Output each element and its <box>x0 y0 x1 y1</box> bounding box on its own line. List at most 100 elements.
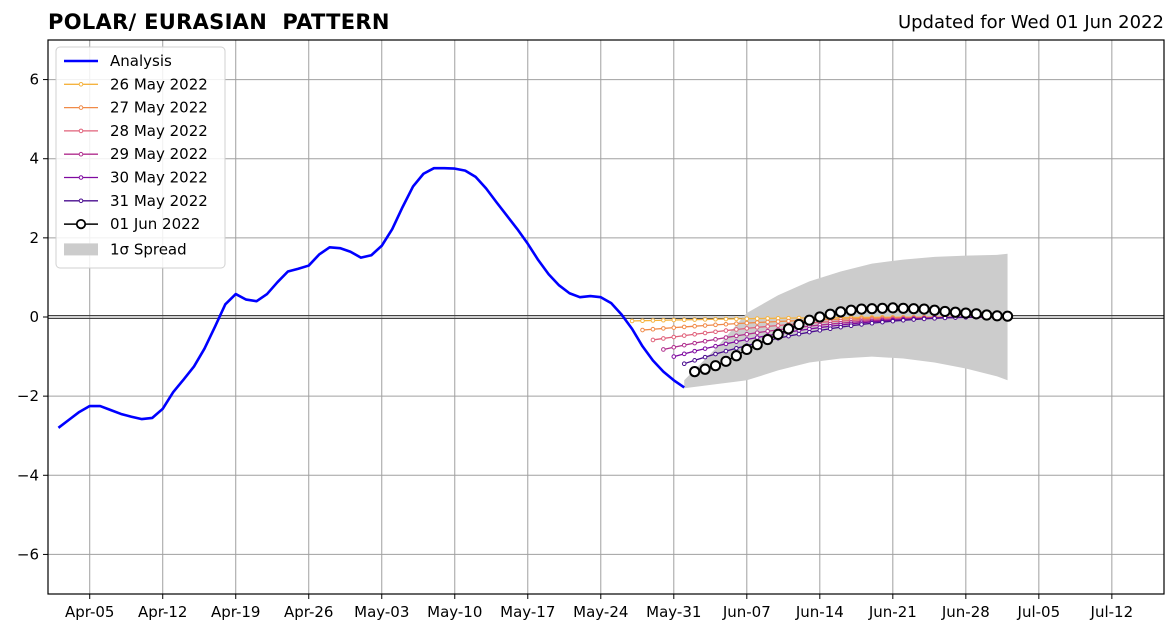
x-tick-label: May-03 <box>354 603 409 621</box>
forecast-point <box>754 330 760 335</box>
analysis-line <box>57 166 685 429</box>
forecast-point <box>650 337 656 343</box>
forecast-point <box>661 336 666 341</box>
forecast-point <box>775 319 781 324</box>
forecast-point <box>650 318 656 323</box>
x-tick-label: Jun-07 <box>722 603 771 621</box>
current-forecast-point <box>855 303 868 315</box>
forecast-point <box>702 323 708 328</box>
current-forecast-point <box>866 303 878 315</box>
x-tick-label: May-24 <box>573 603 628 621</box>
current-forecast-point <box>928 304 941 316</box>
forecast-point <box>765 319 770 325</box>
current-forecast-point <box>887 302 899 314</box>
forecast-point <box>692 358 697 363</box>
chart-title: POLAR/ EURASIAN PATTERN <box>48 10 390 34</box>
x-tick-label: Jul-12 <box>1090 603 1134 621</box>
current-forecast-point <box>991 310 1003 322</box>
forecast-point <box>786 333 791 339</box>
series-layer <box>57 166 1014 429</box>
forecast-point <box>702 346 708 351</box>
current-forecast-point <box>845 304 857 316</box>
forecast-point <box>765 316 770 321</box>
current-forecast-point <box>918 303 930 315</box>
forecast-point <box>869 320 875 326</box>
forecast-point <box>702 330 708 336</box>
current-forecast-point <box>876 302 888 314</box>
legend-label: 27 May 2022 <box>110 99 208 117</box>
forecast-point <box>713 351 718 357</box>
current-forecast-point <box>793 318 805 331</box>
current-forecast-point <box>824 308 836 320</box>
x-tick-label: May-31 <box>646 603 701 621</box>
y-tick-label: −4 <box>17 466 39 484</box>
forecast-point <box>734 316 739 322</box>
legend-label: 1σ Spread <box>110 240 187 258</box>
y-tick-label: −2 <box>17 387 39 405</box>
current-forecast-point <box>689 366 701 378</box>
current-forecast-point <box>897 302 909 314</box>
forecast-point <box>723 335 729 340</box>
forecast-point <box>640 327 645 333</box>
forecast-point <box>713 316 718 322</box>
forecast-point <box>692 331 697 337</box>
forecast-point <box>744 320 750 326</box>
forecast-point <box>671 354 677 359</box>
forecast-point <box>640 318 645 324</box>
y-tick-label: 4 <box>29 150 39 168</box>
current-forecast-point <box>949 306 962 318</box>
x-tick-label: Apr-12 <box>138 603 188 621</box>
current-forecast-point <box>699 363 711 375</box>
forecast-point <box>754 320 760 325</box>
current-forecast-point <box>772 328 784 341</box>
legend-label: 30 May 2022 <box>110 169 208 187</box>
current-forecast-point <box>762 333 774 346</box>
forecast-point <box>838 324 843 330</box>
current-forecast-point <box>1001 310 1014 322</box>
forecast-point <box>890 318 896 324</box>
forecast-point <box>723 316 729 322</box>
x-tick-label: May-17 <box>500 603 555 621</box>
legend-swatch-marker <box>75 219 87 230</box>
x-tick-label: May-10 <box>427 603 482 621</box>
forecast-point <box>734 333 739 339</box>
forecast-point <box>681 333 687 338</box>
forecast-point <box>692 323 697 329</box>
forecast-point <box>900 318 906 323</box>
axis-ticks: Apr-05 Apr-12 Apr-19 Apr-26 May-03 May-10 May-… <box>17 71 1133 621</box>
legend-swatch-marker <box>78 82 84 87</box>
current-forecast-point <box>782 323 795 335</box>
forecast-point <box>744 316 750 322</box>
legend-swatch-marker <box>78 105 84 110</box>
forecast-point <box>713 343 718 349</box>
legend-label: 29 May 2022 <box>110 145 208 163</box>
legend: Analysis 26 May 2022 27 May 2022 28 May 202… <box>55 46 226 269</box>
forecast-point <box>911 317 916 322</box>
x-tick-label: Jun-14 <box>795 603 844 621</box>
forecast-point <box>702 317 708 322</box>
current-forecast-point <box>981 309 993 321</box>
forecast-point <box>671 325 677 330</box>
forecast-point <box>723 341 729 347</box>
forecast-point <box>723 328 729 333</box>
forecast-point <box>796 331 802 337</box>
forecast-point <box>775 323 781 328</box>
legend-swatch-marker <box>78 128 84 134</box>
forecast-point <box>713 322 718 328</box>
forecast-point <box>734 339 739 344</box>
forecast-point <box>671 334 677 340</box>
x-tick-label: Jun-28 <box>941 603 990 621</box>
x-tick-label: Apr-26 <box>284 603 334 621</box>
forecast-point <box>765 328 770 334</box>
forecast-point <box>765 324 770 329</box>
forecast-point <box>754 335 760 340</box>
legend-swatch-marker <box>78 151 84 157</box>
forecast-point <box>786 318 791 324</box>
forecast-point <box>692 340 697 346</box>
legend-label: 01 Jun 2022 <box>110 215 200 233</box>
current-forecast-point <box>835 306 847 318</box>
y-tick-label: 6 <box>29 71 39 89</box>
forecast-point <box>681 317 687 323</box>
forecast-point <box>713 329 718 335</box>
forecast-point <box>827 326 833 332</box>
